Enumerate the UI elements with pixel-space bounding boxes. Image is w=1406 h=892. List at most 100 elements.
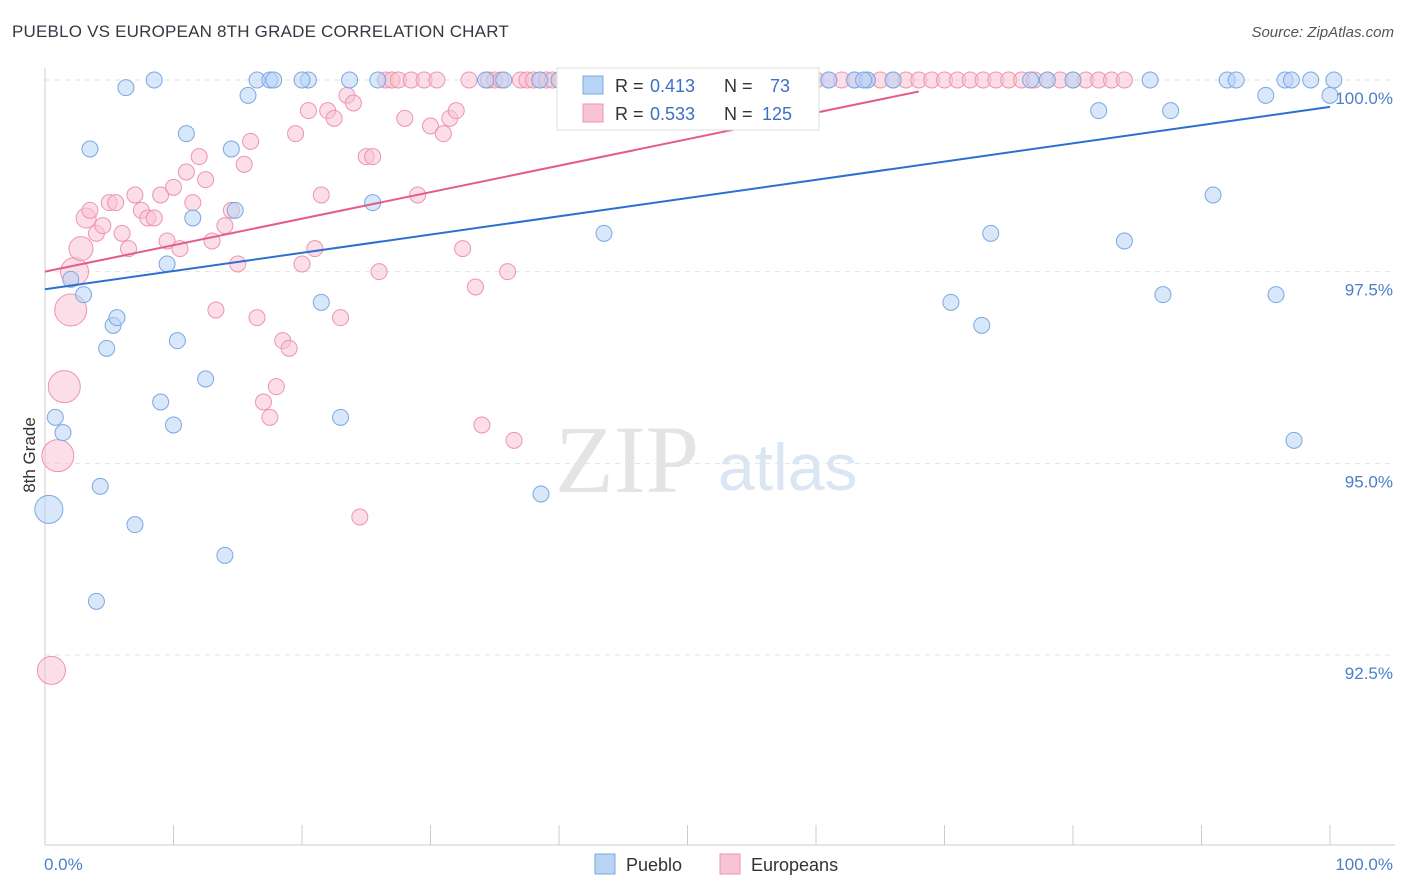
y-tick-label: 95.0% <box>1345 472 1393 491</box>
legend-box: R = 0.413 N = 73 R = 0.533 N = 125 <box>556 67 820 131</box>
legend-n-label-europeans: N = <box>724 104 753 124</box>
europeans-point <box>267 378 285 396</box>
europeans-point <box>81 201 99 219</box>
europeans-point <box>47 370 81 404</box>
bottom-legend-swatch-europeans <box>719 853 741 875</box>
y-tick-label: 97.5% <box>1345 281 1393 300</box>
pueblo-point <box>973 316 991 334</box>
europeans-point <box>422 117 439 135</box>
pueblo-point <box>98 339 116 357</box>
pueblo-point <box>165 416 182 434</box>
pueblo-point <box>226 201 244 219</box>
europeans-point <box>460 71 478 89</box>
legend-r-value-europeans: 0.533 <box>650 104 695 124</box>
europeans-point <box>434 125 452 143</box>
europeans-point <box>254 393 272 411</box>
pueblo-point <box>34 494 64 524</box>
europeans-point <box>207 301 225 319</box>
pueblo-point <box>1038 71 1056 89</box>
europeans-point <box>36 655 66 685</box>
pueblo-point <box>216 546 234 564</box>
legend-swatch-europeans <box>582 103 604 123</box>
europeans-point <box>364 148 382 166</box>
europeans-point <box>261 408 279 426</box>
pueblo-point <box>145 71 163 89</box>
pueblo-point <box>1285 431 1303 449</box>
legend-swatch-pueblo <box>582 75 604 95</box>
pueblo-points <box>34 71 1343 610</box>
pueblo-point <box>884 71 902 89</box>
europeans-point <box>177 163 195 181</box>
pueblo-point <box>1302 71 1320 89</box>
legend-r-label-pueblo: R = <box>615 76 644 96</box>
legend-n-value-europeans: 125 <box>762 104 792 124</box>
europeans-point <box>68 236 94 262</box>
europeans-point <box>428 71 446 89</box>
europeans-point <box>312 186 330 204</box>
europeans-point <box>216 217 234 235</box>
pueblo-point <box>184 209 202 227</box>
pueblo-point <box>168 332 186 350</box>
pueblo-point <box>369 71 387 89</box>
pueblo-point <box>1267 286 1285 304</box>
pueblo-point <box>91 477 109 495</box>
europeans-point <box>351 508 369 526</box>
europeans-point <box>145 209 163 227</box>
pueblo-point <box>1162 102 1180 120</box>
europeans-point <box>94 217 112 235</box>
pueblo-point <box>531 71 549 89</box>
pueblo-point <box>855 71 873 89</box>
pueblo-point <box>1115 232 1133 250</box>
europeans-point <box>325 109 343 127</box>
watermark-zip: ZIP <box>555 406 699 513</box>
europeans-point <box>41 439 75 473</box>
pueblo-point <box>1257 86 1275 104</box>
pueblo-point <box>477 71 495 89</box>
pueblo-point <box>197 370 215 388</box>
pueblo-point <box>1022 71 1040 89</box>
europeans-point <box>54 293 88 327</box>
europeans-point <box>197 171 215 189</box>
europeans-point <box>107 194 125 212</box>
pueblo-point <box>942 293 960 311</box>
y-axis-label: 8th Grade <box>20 417 39 493</box>
legend-r-value-pueblo: 0.413 <box>650 76 695 96</box>
pueblo-point <box>495 71 513 89</box>
pueblo-point <box>341 71 359 89</box>
pueblo-point <box>1154 286 1172 304</box>
bottom-legend-label-europeans: Europeans <box>751 855 838 875</box>
pueblo-point <box>1282 71 1300 89</box>
europeans-point <box>126 186 144 204</box>
europeans-point <box>499 263 517 281</box>
pueblo-point <box>1321 86 1339 104</box>
pueblo-point <box>75 286 93 304</box>
bottom-legend-swatch-pueblo <box>594 853 616 875</box>
europeans-point <box>299 102 317 120</box>
pueblo-point <box>1064 71 1082 89</box>
pueblo-point <box>126 516 144 534</box>
pueblo-point <box>1204 186 1222 204</box>
europeans-point <box>280 339 298 357</box>
y-tick-labels: 92.5% 95.0% 97.5% 100.0% <box>1335 89 1393 683</box>
pueblo-point <box>532 485 550 503</box>
europeans-point <box>165 178 182 196</box>
watermark: ZIP atlas <box>555 406 857 513</box>
europeans-point <box>447 102 465 120</box>
europeans-point <box>190 148 208 166</box>
pueblo-point <box>81 140 99 158</box>
pueblo-point <box>87 592 105 610</box>
europeans-point <box>248 309 266 327</box>
europeans-point <box>454 240 472 258</box>
pueblo-point <box>265 71 283 89</box>
europeans-point <box>229 255 247 273</box>
legend-n-value-pueblo: 73 <box>770 76 790 96</box>
bottom-legend-label-pueblo: Pueblo <box>626 855 682 875</box>
pueblo-point <box>62 270 80 288</box>
europeans-point <box>466 278 484 296</box>
europeans-point <box>235 155 253 173</box>
pueblo-point <box>222 140 240 158</box>
europeans-point <box>152 186 170 204</box>
x-tick-label: 100.0% <box>1335 855 1393 874</box>
europeans-point <box>396 109 414 127</box>
